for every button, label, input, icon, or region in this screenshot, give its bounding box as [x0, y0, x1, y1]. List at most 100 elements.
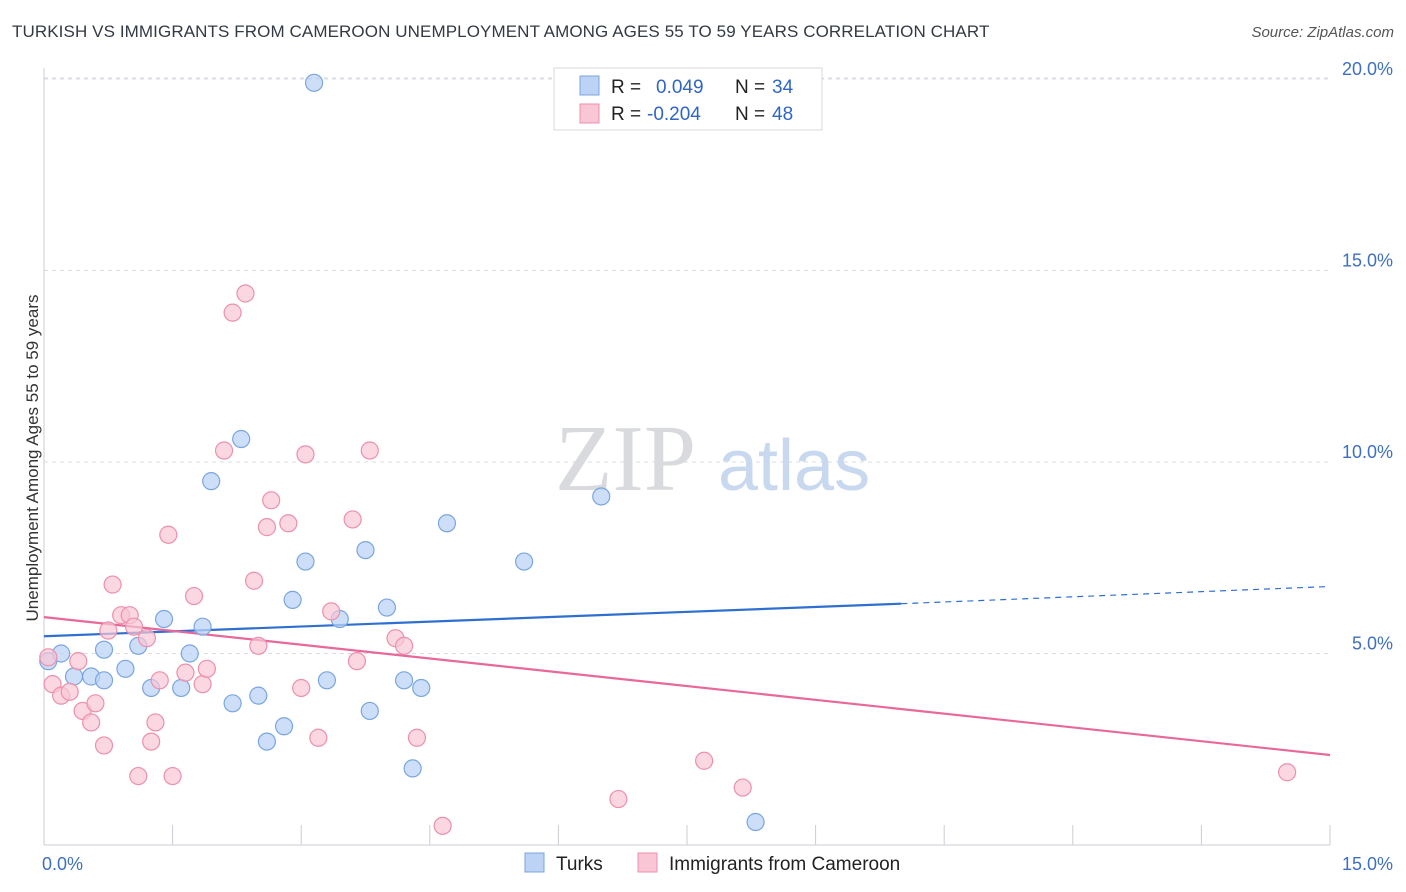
bottom-legend-label-cameroon: Immigrants from Cameroon	[669, 854, 900, 875]
point-cameroon-27	[236, 284, 255, 303]
point-turks-16	[249, 686, 268, 705]
point-cameroon-32	[279, 514, 298, 533]
y-tick-label-0: 5.0%	[1352, 634, 1393, 654]
point-cameroon-20	[163, 766, 182, 786]
chart-source: Source: ZipAtlas.com	[1251, 24, 1394, 41]
point-turks-31	[515, 552, 534, 571]
point-turks-19	[283, 590, 302, 609]
data-points	[39, 73, 1297, 835]
legend-r-value-cameroon: -0.204	[647, 104, 701, 125]
point-cameroon-35	[309, 728, 328, 747]
point-cameroon-37	[343, 510, 362, 529]
point-cameroon-3	[60, 682, 79, 701]
point-cameroon-17	[146, 713, 165, 732]
point-turks-25	[360, 701, 379, 721]
point-cameroon-24	[197, 659, 216, 678]
point-cameroon-15	[137, 629, 156, 648]
point-cameroon-45	[695, 751, 714, 770]
point-cameroon-7	[86, 694, 105, 713]
point-cameroon-10	[103, 575, 122, 594]
point-cameroon-26	[223, 303, 242, 322]
point-cameroon-14	[129, 766, 148, 786]
point-cameroon-30	[257, 518, 277, 537]
y-tick-label-3: 20.0%	[1342, 59, 1393, 79]
point-cameroon-9	[99, 621, 118, 640]
x-tick-label-1: 15.0%	[1342, 854, 1393, 874]
watermark-atlas: atlas	[718, 426, 870, 506]
point-turks-5	[94, 640, 114, 659]
point-cameroon-46	[733, 778, 752, 797]
point-cameroon-33	[292, 678, 311, 698]
point-cameroon-8	[94, 736, 114, 755]
point-cameroon-28	[244, 571, 264, 590]
point-cameroon-22	[184, 586, 204, 606]
point-turks-32	[592, 487, 611, 506]
x-tick-labels: 0.0% 15.0%	[42, 854, 1393, 874]
trend-line-turks	[43, 602, 902, 638]
point-turks-14	[223, 694, 242, 713]
bottom-legend-swatch-turks	[524, 852, 545, 873]
point-cameroon-31	[262, 491, 281, 510]
point-turks-26	[377, 598, 397, 617]
point-cameroon-13	[124, 617, 144, 636]
point-cameroon-29	[249, 636, 268, 655]
legend-r-label-turks: R =	[611, 77, 641, 98]
chart-title: TURKISH VS IMMIGRANTS FROM CAMEROON UNEM…	[12, 22, 990, 41]
point-cameroon-19	[159, 525, 178, 544]
trend-line-turks-extension	[901, 585, 1331, 605]
y-tick-labels: 5.0% 10.0% 15.0% 20.0%	[1342, 59, 1393, 654]
legend-box: R = 0.049 N = 34 R = -0.204 N = 48	[553, 67, 823, 131]
legend-n-label-turks: N =	[735, 77, 765, 98]
point-turks-28	[403, 759, 422, 778]
point-cameroon-23	[193, 675, 212, 694]
point-cameroon-43	[433, 816, 452, 835]
point-turks-20	[296, 552, 315, 571]
point-turks-18	[274, 717, 294, 736]
point-turks-4	[94, 671, 114, 690]
point-turks-24	[356, 540, 375, 560]
point-cameroon-41	[394, 636, 414, 655]
y-tick-label-1: 10.0%	[1342, 442, 1393, 462]
point-cameroon-0	[39, 648, 58, 667]
legend-swatch-turks	[579, 75, 600, 96]
legend-n-label-cameroon: N =	[735, 104, 765, 125]
point-turks-29	[412, 678, 431, 698]
point-turks-9	[154, 609, 174, 629]
point-turks-2	[64, 667, 84, 686]
point-turks-13	[202, 472, 221, 491]
legend-swatch-cameroon	[579, 103, 600, 124]
point-cameroon-36	[322, 602, 341, 621]
point-turks-11	[180, 644, 199, 663]
point-cameroon-4	[69, 652, 88, 671]
point-cameroon-25	[214, 441, 234, 460]
point-cameroon-21	[176, 663, 195, 682]
axes	[43, 68, 1331, 846]
y-tick-label-2: 15.0%	[1342, 251, 1393, 271]
legend-n-value-cameroon: 48	[772, 104, 793, 125]
grid-lines	[44, 77, 1330, 654]
legend-n-value-turks: 34	[772, 77, 794, 98]
point-turks-10	[172, 678, 191, 698]
trend-lines	[43, 585, 1331, 757]
point-cameroon-16	[142, 732, 161, 751]
trend-line-cameroon	[43, 616, 1331, 757]
point-cameroon-39	[360, 441, 379, 460]
watermark: ZIP atlas	[555, 407, 870, 511]
point-turks-6	[116, 659, 135, 678]
point-cameroon-18	[150, 671, 169, 690]
point-turks-15	[232, 429, 251, 449]
y-axis-label: Unemployment Among Ages 55 to 59 years	[23, 295, 42, 622]
bottom-legend-label-turks: Turks	[556, 854, 603, 875]
bottom-legend-swatch-cameroon	[637, 852, 658, 873]
watermark-zip: ZIP	[555, 407, 696, 511]
point-turks-33	[746, 812, 765, 832]
x-tick-label-0: 0.0%	[42, 854, 83, 874]
point-turks-17	[257, 732, 277, 751]
point-turks-12	[193, 617, 212, 636]
point-cameroon-6	[82, 713, 101, 732]
point-turks-30	[437, 514, 457, 533]
point-turks-22	[317, 671, 337, 690]
legend-r-label-cameroon: R =	[611, 104, 641, 125]
point-turks-27	[394, 671, 414, 690]
